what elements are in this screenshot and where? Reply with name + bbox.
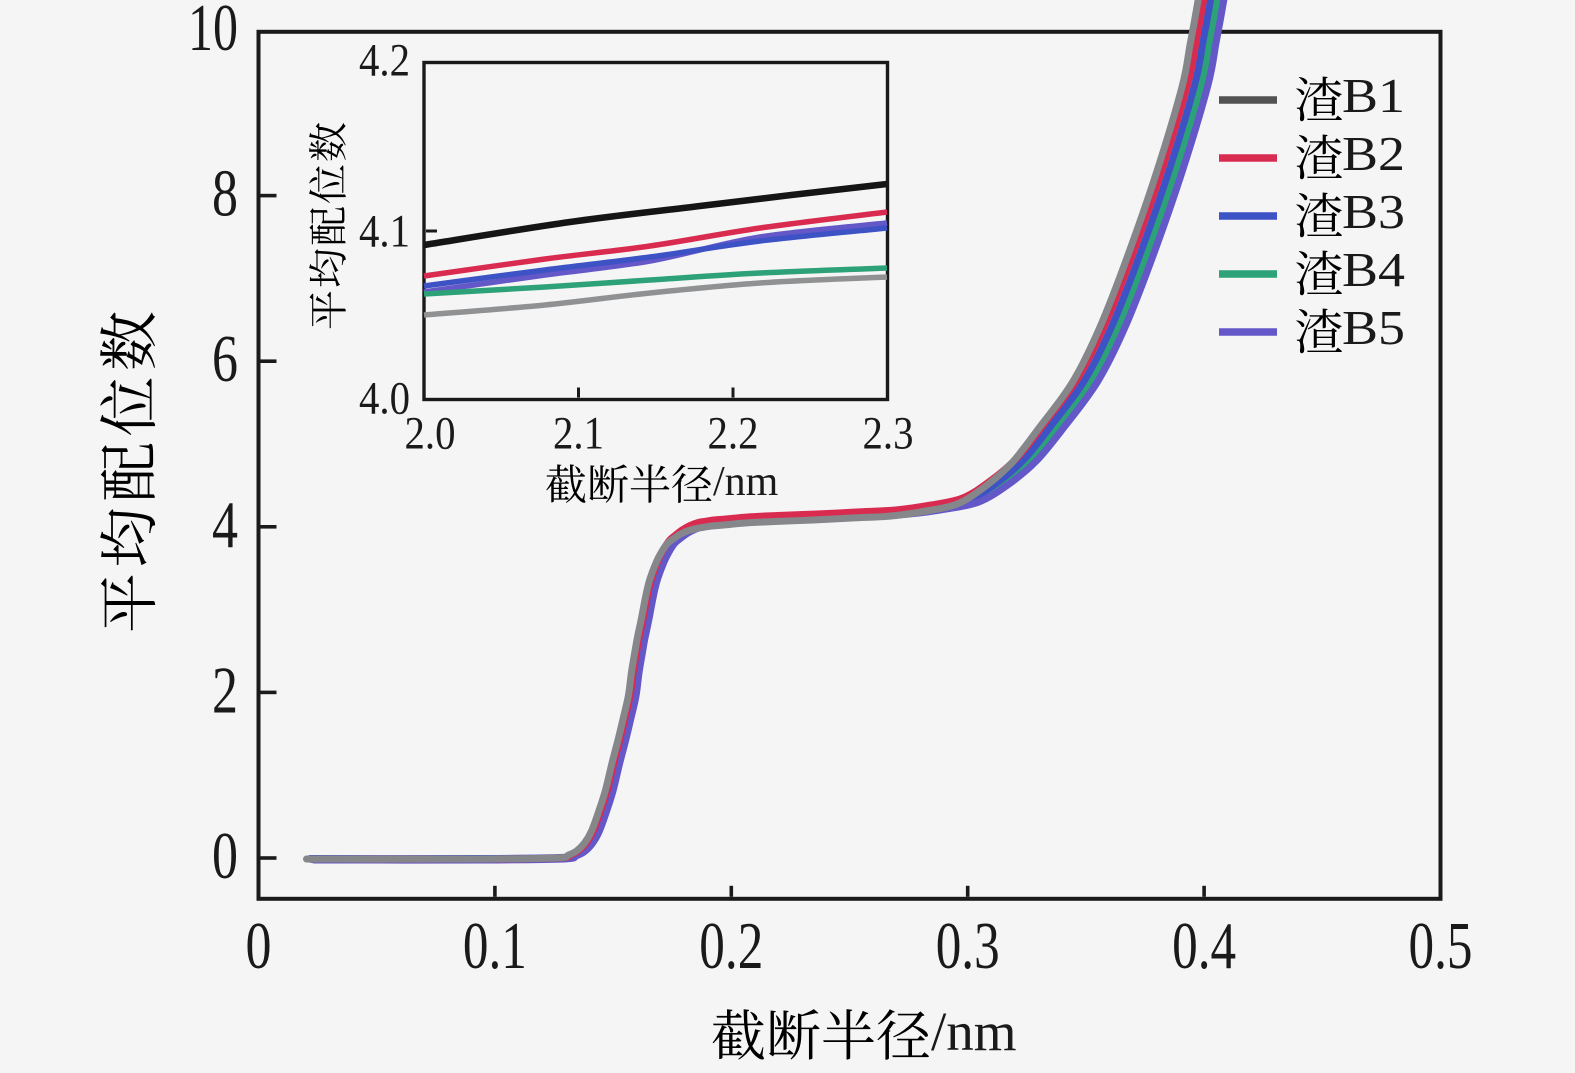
- svg-text:6: 6: [212, 322, 238, 396]
- svg-text:2.1: 2.1: [553, 408, 604, 460]
- svg-text:0.4: 0.4: [1172, 909, 1236, 983]
- svg-text:0.5: 0.5: [1409, 909, 1473, 983]
- svg-text:/nm: /nm: [713, 459, 779, 505]
- svg-text:4.0: 4.0: [359, 373, 410, 425]
- svg-text:2.2: 2.2: [708, 408, 759, 460]
- svg-text:8: 8: [212, 157, 238, 231]
- svg-text:4.1: 4.1: [359, 206, 410, 258]
- svg-text:2.0: 2.0: [405, 408, 456, 460]
- svg-text:0: 0: [246, 909, 272, 983]
- svg-text:B5: B5: [1342, 300, 1405, 355]
- svg-text:B1: B1: [1342, 68, 1405, 123]
- svg-text:0.2: 0.2: [699, 909, 763, 983]
- svg-text:0.1: 0.1: [463, 909, 527, 983]
- svg-text:2.3: 2.3: [863, 408, 914, 460]
- svg-text:B2: B2: [1342, 126, 1405, 181]
- svg-text:4: 4: [212, 488, 238, 562]
- svg-text:2: 2: [212, 653, 238, 727]
- svg-text:B3: B3: [1342, 184, 1405, 239]
- svg-text:0: 0: [212, 819, 238, 893]
- svg-text:4.2: 4.2: [359, 35, 410, 87]
- svg-text:/nm: /nm: [931, 1001, 1017, 1062]
- svg-text:0.3: 0.3: [936, 909, 1000, 983]
- svg-text:10: 10: [188, 0, 238, 65]
- svg-text:B4: B4: [1342, 242, 1405, 297]
